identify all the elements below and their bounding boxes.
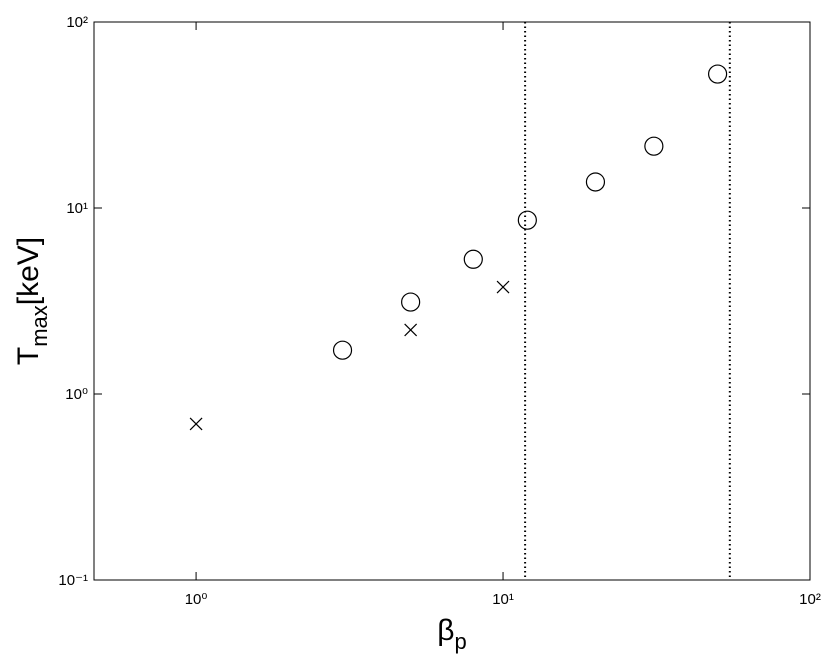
y-axis-title: Tmax[keV]: [12, 237, 52, 365]
y-title-sub: max: [27, 305, 52, 347]
point: [585, 172, 606, 192]
y-tick-label: 10²: [66, 14, 88, 31]
x-axis-title: βp: [437, 614, 467, 654]
y-tick-label: 10¹: [66, 200, 88, 217]
point: [707, 64, 728, 84]
point: [517, 210, 537, 230]
y-tick-label: 10⁰: [65, 386, 88, 403]
y-title-unit: [keV]: [12, 237, 45, 305]
x-tick-label: 10⁰: [185, 591, 208, 608]
x-tick-label: 10²: [799, 591, 821, 608]
point: [463, 249, 483, 269]
y-title-main: T: [12, 347, 45, 365]
x-title-sub: p: [455, 629, 467, 654]
point: [189, 417, 203, 431]
y-tick-label: 10⁻¹: [58, 572, 88, 589]
point: [401, 292, 421, 312]
point: [644, 136, 664, 156]
plot-frame: [93, 21, 811, 581]
x-tick-label: 10¹: [492, 591, 514, 608]
point: [332, 340, 353, 360]
point: [404, 323, 418, 337]
point: [496, 280, 510, 294]
x-title-main: β: [437, 614, 454, 647]
